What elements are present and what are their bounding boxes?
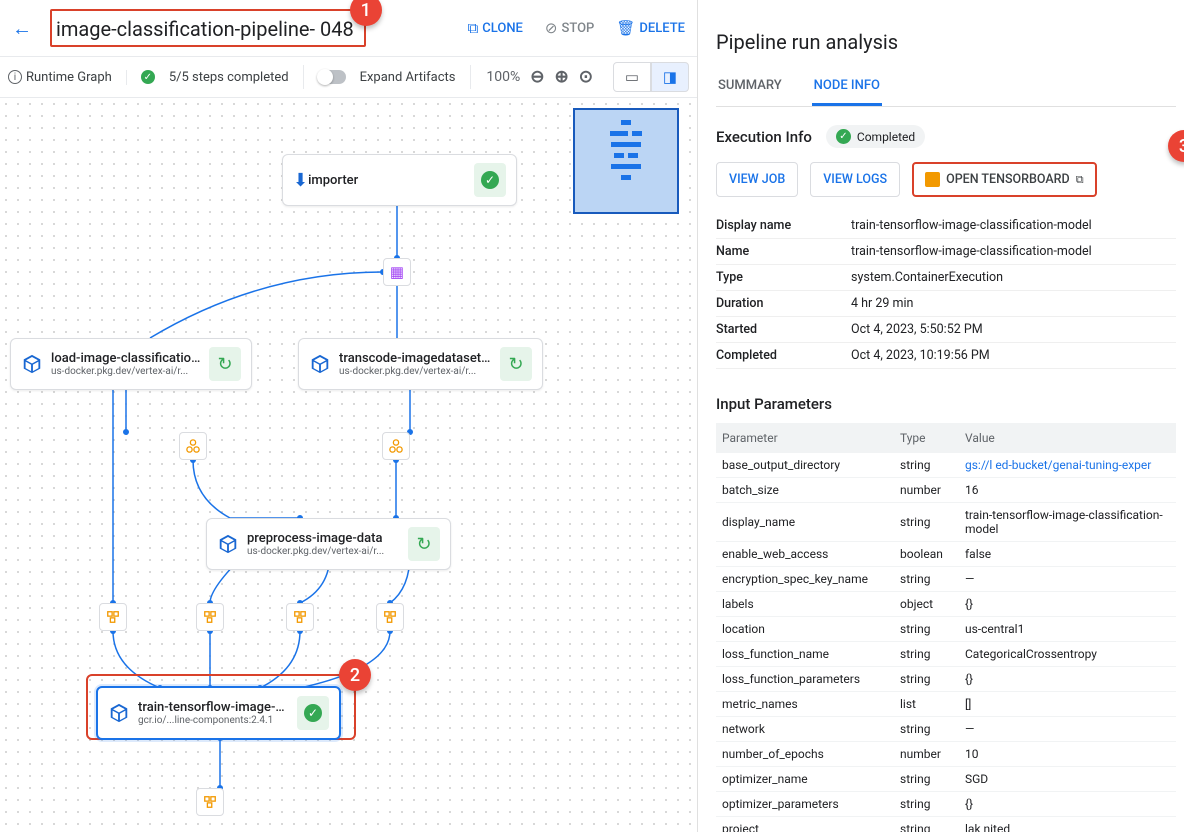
- stop-icon: ⊘: [545, 19, 558, 37]
- view-mode-2[interactable]: ◨: [651, 62, 689, 92]
- artifact-node[interactable]: ▦: [383, 258, 411, 286]
- param-row: locationstringus-central1: [716, 617, 1176, 642]
- param-row: metric_nameslist[]: [716, 692, 1176, 717]
- expand-artifacts-toggle[interactable]: [318, 70, 346, 84]
- check-icon: ✓: [304, 704, 322, 722]
- cube-icon: [217, 533, 239, 555]
- zoom-in-icon[interactable]: ⊕: [555, 67, 569, 87]
- param-row: loss_function_namestringCategoricalCross…: [716, 642, 1176, 667]
- check-icon: ✓: [836, 129, 851, 144]
- cube-icon: [309, 353, 331, 375]
- refresh-icon: ↻: [508, 354, 523, 375]
- param-row: enable_web_accessbooleanfalse: [716, 542, 1176, 567]
- artifact-node[interactable]: [286, 603, 314, 631]
- param-row: encryption_spec_key_namestring—: [716, 567, 1176, 592]
- refresh-icon: ↻: [416, 534, 431, 555]
- check-icon: ✓: [481, 171, 499, 189]
- param-row: projectstringlak nited: [716, 817, 1176, 832]
- tensorboard-icon: [925, 172, 940, 187]
- clone-icon: ⧉: [468, 19, 479, 37]
- callout-badge-1: 1: [350, 0, 382, 26]
- open-tensorboard-button[interactable]: OPEN TENSORBOARD ⧉: [912, 162, 1096, 197]
- node-transcode[interactable]: transcode-imagedataset-...us-docker.pkg.…: [298, 338, 543, 390]
- delete-button[interactable]: 🗑DELETE: [612, 13, 689, 43]
- param-row: labelsobject{}: [716, 592, 1176, 617]
- cube-icon: [108, 702, 130, 724]
- artifact-icon: [203, 610, 217, 624]
- artifact-node[interactable]: [382, 432, 410, 460]
- top-bar: ← image-classification-pipeline- 048 1 ⧉…: [0, 0, 697, 56]
- steps-completed-text: 5/5 steps completed: [169, 70, 289, 85]
- artifact-node[interactable]: [99, 603, 127, 631]
- back-arrow-icon[interactable]: ←: [8, 16, 36, 41]
- artifact-node[interactable]: [179, 432, 207, 460]
- execution-info-heading: Execution Info: [716, 128, 812, 146]
- zoom-level: 100%: [486, 69, 520, 85]
- sub-toolbar: iRuntime Graph ✓ 5/5 steps completed Exp…: [0, 56, 697, 98]
- expand-artifacts-label: Expand Artifacts: [360, 70, 456, 85]
- artifact-icon: [293, 610, 307, 624]
- runtime-graph-label: iRuntime Graph: [8, 70, 127, 85]
- artifact-icon: [186, 439, 200, 453]
- refresh-icon: ↻: [217, 354, 232, 375]
- info-icon: i: [8, 70, 22, 84]
- artifact-icon: [106, 610, 120, 624]
- execution-details-table: Display nametrain-tensorflow-image-class…: [716, 213, 1176, 369]
- callout-badge-2: 2: [339, 659, 371, 691]
- zoom-fit-icon[interactable]: ⊙: [579, 67, 593, 87]
- param-row: batch_sizenumber16: [716, 478, 1176, 503]
- pipeline-name-text: image-classification-pipeline- 048: [56, 17, 354, 41]
- input-params-heading: Input Parameters: [716, 387, 1176, 423]
- tab-summary[interactable]: SUMMARY: [716, 70, 784, 106]
- input-params-table: Parameter Type Value base_output_directo…: [716, 423, 1176, 832]
- param-row: networkstring—: [716, 717, 1176, 742]
- artifact-node[interactable]: [376, 603, 404, 631]
- tab-node-info[interactable]: NODE INFO: [812, 70, 882, 106]
- param-row: optimizer_namestringSGD: [716, 767, 1176, 792]
- minimap[interactable]: [573, 108, 679, 214]
- param-row: loss_function_parametersstring{}: [716, 667, 1176, 692]
- tabs: SUMMARY NODE INFO: [716, 70, 1176, 107]
- node-importer[interactable]: ⬇ importer ✓: [282, 154, 517, 206]
- node-load[interactable]: load-image-classificatio...us-docker.pkg…: [10, 338, 252, 390]
- artifact-node[interactable]: [196, 603, 224, 631]
- check-icon: ✓: [141, 70, 155, 84]
- artifact-node[interactable]: [196, 788, 224, 816]
- delete-icon: 🗑: [616, 19, 635, 37]
- clone-button[interactable]: ⧉CLONE: [464, 13, 527, 43]
- status-pill: ✓Completed: [826, 125, 925, 148]
- param-row: number_of_epochsnumber10: [716, 742, 1176, 767]
- stop-button[interactable]: ⊘STOP: [541, 13, 598, 43]
- view-mode-1[interactable]: ▭: [613, 62, 651, 92]
- artifact-icon: [389, 439, 403, 453]
- panel-title: Pipeline run analysis: [716, 16, 1176, 70]
- param-row: optimizer_parametersstring{}: [716, 792, 1176, 817]
- pipeline-canvas[interactable]: ⬇ importer ✓ ▦ load-image-classificatio.…: [0, 98, 697, 832]
- param-link[interactable]: gs://l ed-bucket/genai-tuning-exper: [965, 458, 1151, 472]
- param-row: base_output_directorystringgs://l ed-buc…: [716, 453, 1176, 478]
- view-job-button[interactable]: VIEW JOB: [716, 162, 798, 197]
- zoom-out-icon[interactable]: ⊖: [530, 67, 544, 87]
- artifact-icon: [383, 610, 397, 624]
- external-link-icon: ⧉: [1076, 173, 1084, 187]
- importer-icon: ⬇: [293, 170, 308, 191]
- pipeline-title: image-classification-pipeline- 048 1: [50, 9, 366, 47]
- artifact-icon: [203, 795, 217, 809]
- param-row: display_namestringtrain-tensorflow-image…: [716, 503, 1176, 542]
- node-preprocess[interactable]: preprocess-image-dataus-docker.pkg.dev/v…: [206, 518, 451, 570]
- cube-icon: [21, 353, 43, 375]
- view-logs-button[interactable]: VIEW LOGS: [810, 162, 900, 197]
- node-train[interactable]: train-tensorflow-image-c...gcr.io/...lin…: [96, 686, 341, 740]
- details-panel: Pipeline run analysis SUMMARY NODE INFO …: [698, 0, 1184, 832]
